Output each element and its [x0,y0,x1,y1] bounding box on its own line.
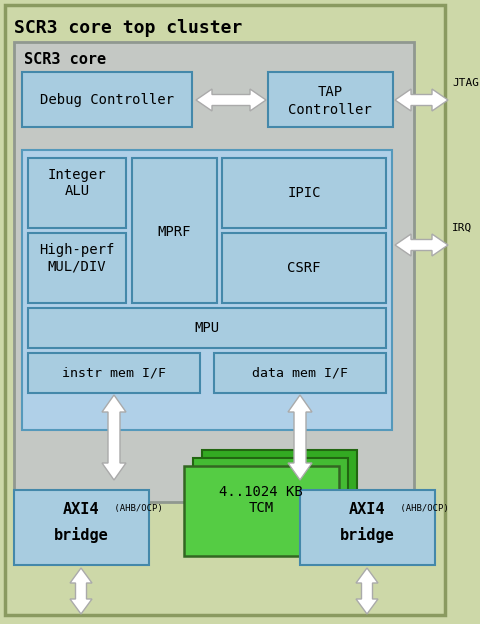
Polygon shape [395,234,448,256]
Bar [28,233,126,303]
Text: MPU: MPU [194,321,219,335]
Text: High-perf
MUL/DIV: High-perf MUL/DIV [39,243,115,273]
Text: CSRF: CSRF [287,261,321,275]
Text: AXI4: AXI4 [63,502,99,517]
Text: Integer
ALU: Integer ALU [48,168,106,198]
Bar [193,458,348,548]
Text: Debug Controller: Debug Controller [40,93,174,107]
Bar [22,150,392,430]
Text: TAP: TAP [317,85,343,99]
Text: instr mem I/F: instr mem I/F [62,366,166,379]
Bar [14,490,149,565]
Text: bridge: bridge [54,527,108,543]
Text: IRQ: IRQ [452,223,472,233]
Polygon shape [356,568,378,614]
Text: IPIC: IPIC [287,186,321,200]
Bar [184,466,339,556]
Polygon shape [288,395,312,480]
Text: SCR3 core: SCR3 core [24,52,106,67]
Text: Controller: Controller [288,103,372,117]
Bar [202,450,357,540]
Polygon shape [70,568,92,614]
Bar [132,158,217,303]
Text: data mem I/F: data mem I/F [252,366,348,379]
Bar [28,308,386,348]
Bar [14,42,414,502]
Bar [222,233,386,303]
Text: 4..1024 KB
TCM: 4..1024 KB TCM [219,485,303,515]
Text: (AHB/OCP): (AHB/OCP) [395,504,449,512]
Text: (AHB/OCP): (AHB/OCP) [109,504,163,512]
Polygon shape [102,395,126,480]
Bar [28,353,200,393]
Text: JTAG: JTAG [452,78,479,88]
Polygon shape [395,89,448,111]
Bar [222,158,386,228]
Bar [300,490,435,565]
Bar [268,72,393,127]
Bar [28,158,126,228]
Bar [214,353,386,393]
Text: bridge: bridge [340,527,395,543]
Text: SCR3 core top cluster: SCR3 core top cluster [14,19,242,37]
Polygon shape [196,89,266,111]
Bar [22,72,192,127]
Text: MPRF: MPRF [157,225,191,239]
Text: AXI4: AXI4 [349,502,385,517]
